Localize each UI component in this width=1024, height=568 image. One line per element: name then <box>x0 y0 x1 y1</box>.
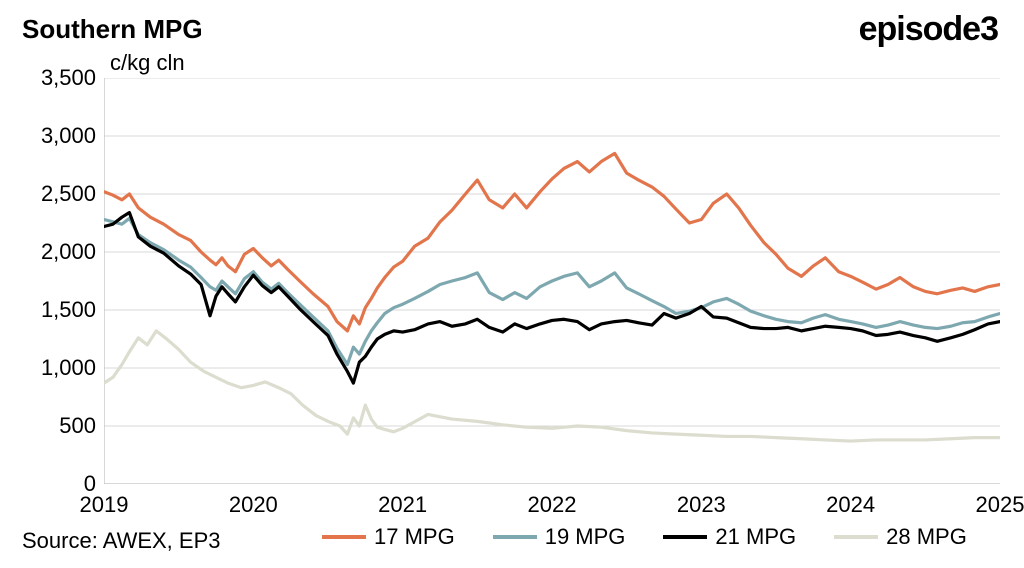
x-tick-label: 2024 <box>821 492 881 518</box>
y-tick-label: 1,500 <box>12 297 96 323</box>
legend-swatch <box>493 535 537 539</box>
x-tick-label: 2022 <box>522 492 582 518</box>
legend-label: 17 MPG <box>374 524 455 550</box>
legend-label: 21 MPG <box>715 524 796 550</box>
legend-swatch <box>834 535 878 539</box>
x-tick-label: 2020 <box>223 492 283 518</box>
y-tick-label: 3,000 <box>12 123 96 149</box>
legend-swatch <box>322 535 366 539</box>
series-line <box>104 213 1000 384</box>
chart-container: Southern MPG episode3 c/kg cln 05001,000… <box>0 0 1024 568</box>
chart-title: Southern MPG <box>22 14 203 45</box>
legend-label: 28 MPG <box>886 524 967 550</box>
legend-item: 19 MPG <box>493 524 626 550</box>
x-tick-label: 2021 <box>373 492 433 518</box>
y-tick-label: 2,000 <box>12 239 96 265</box>
y-axis-unit-label: c/kg cln <box>110 50 185 76</box>
legend: 17 MPG 19 MPG 21 MPG 28 MPG <box>322 524 967 550</box>
y-tick-label: 3,500 <box>12 65 96 91</box>
legend-item: 28 MPG <box>834 524 967 550</box>
y-tick-label: 500 <box>12 413 96 439</box>
legend-item: 21 MPG <box>663 524 796 550</box>
series-line <box>104 331 1000 441</box>
line-chart-plot <box>104 78 1000 484</box>
legend-label: 19 MPG <box>545 524 626 550</box>
legend-item: 17 MPG <box>322 524 455 550</box>
legend-swatch <box>663 535 707 539</box>
y-tick-label: 2,500 <box>12 181 96 207</box>
brand-logo: episode3 <box>859 10 998 49</box>
series-line <box>104 218 1000 364</box>
x-tick-label: 2023 <box>671 492 731 518</box>
series-line <box>104 153 1000 330</box>
x-tick-label: 2019 <box>74 492 134 518</box>
x-tick-label: 2025 <box>970 492 1024 518</box>
y-tick-label: 1,000 <box>12 355 96 381</box>
source-attribution: Source: AWEX, EP3 <box>22 528 221 554</box>
